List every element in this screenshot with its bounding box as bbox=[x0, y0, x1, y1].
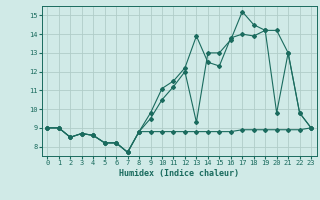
X-axis label: Humidex (Indice chaleur): Humidex (Indice chaleur) bbox=[119, 169, 239, 178]
